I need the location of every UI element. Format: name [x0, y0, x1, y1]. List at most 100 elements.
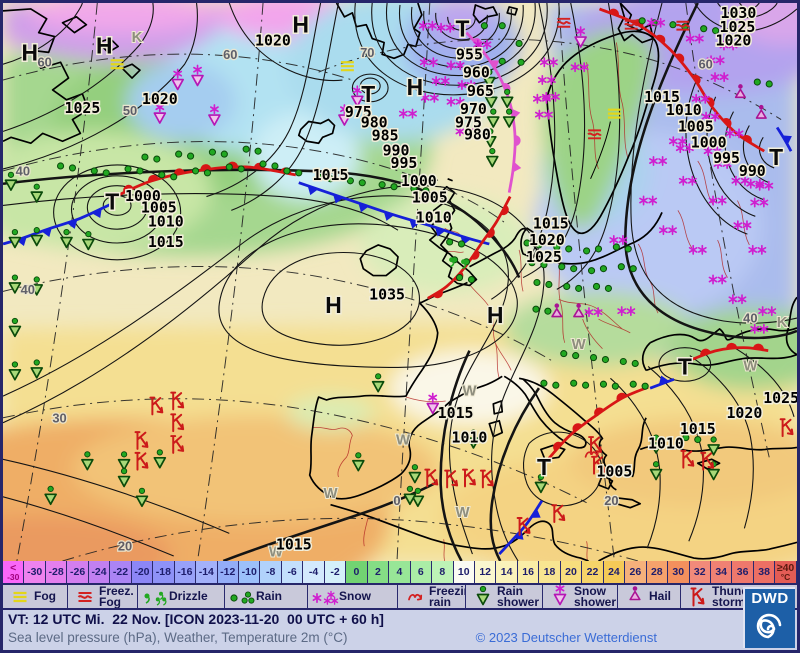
legend-item-fog: Fog	[3, 585, 68, 608]
wx-symbol-rain	[638, 17, 646, 25]
front-marker	[358, 203, 369, 213]
wx-symbol-rain	[457, 240, 466, 248]
pressure-label: 1020	[529, 231, 565, 249]
wx-symbol-rain	[498, 57, 506, 65]
wx-symbol-rain	[517, 58, 525, 66]
front-marker	[726, 342, 738, 349]
wx-symbol-rain	[540, 379, 548, 387]
front-marker	[383, 211, 395, 221]
pressure-center: T	[537, 454, 551, 480]
scale-cell: < -30	[3, 561, 25, 583]
pressure-label: 1020	[726, 404, 762, 422]
front-marker	[594, 407, 605, 417]
wx-symbol-rain	[565, 245, 573, 253]
front-marker	[752, 343, 764, 350]
pressure-label: 995	[391, 154, 418, 172]
wx-symbol-rain	[560, 350, 568, 358]
graticule-label: 0	[393, 493, 400, 508]
wx-symbol-rain	[552, 381, 560, 389]
pressure-label: 1025	[64, 99, 100, 117]
dwd-spiral-icon	[756, 613, 782, 639]
wx-symbol-rain	[170, 173, 178, 181]
scale-cell: 26	[625, 561, 647, 583]
front-marker	[41, 227, 52, 238]
front-marker	[655, 34, 666, 44]
front-marker	[722, 117, 732, 128]
pressure-label: 1000	[125, 187, 161, 205]
scale-cell: 14	[496, 561, 518, 583]
front-cold	[649, 377, 675, 390]
pressure-label: 1025	[526, 248, 562, 266]
front-marker	[553, 441, 563, 452]
front-marker	[409, 219, 420, 229]
wx-symbol-rain	[358, 179, 366, 187]
country-borders	[312, 42, 750, 561]
pressure-label: 960	[463, 63, 490, 81]
hail-icon	[629, 585, 641, 600]
wx-symbol-rain	[619, 357, 627, 366]
pressure-label: 1020	[142, 90, 178, 108]
wx-symbol-rain	[765, 80, 773, 88]
front-marker	[741, 135, 752, 144]
pressure-label: 985	[372, 127, 399, 145]
wx-symbol-rain	[533, 278, 541, 287]
isobars	[3, 3, 797, 561]
wx-symbol-rain	[669, 21, 677, 29]
pressure-label: 975	[345, 103, 372, 121]
wx-symbol-rain	[572, 352, 580, 360]
pressure-label: 1010	[416, 209, 452, 227]
pressure-label: 1015	[533, 214, 569, 232]
graticule-label: 30	[52, 410, 66, 425]
parameter-line: Sea level pressure (hPa), Weather, Tempe…	[3, 629, 797, 650]
legend-label: Snow	[339, 589, 371, 604]
legend-label: Rain shower	[497, 585, 540, 608]
pressure-label: 990	[739, 162, 766, 180]
wx-symbol-rain	[378, 181, 386, 189]
legend-item-drizzle: Drizzle	[138, 585, 225, 608]
pressure-center: H	[293, 12, 309, 38]
wx-symbol-rain	[599, 265, 608, 273]
airmass-label: K	[777, 315, 788, 331]
scale-cell: -6	[281, 561, 304, 583]
front-marker	[435, 227, 446, 237]
pressure-label: 1020	[255, 32, 291, 50]
wx-symbol-rain	[56, 162, 65, 170]
airmass-label: W	[323, 486, 337, 502]
scale-cell: -8	[260, 561, 282, 583]
graticule-label: 60	[38, 55, 52, 70]
front-marker	[692, 74, 701, 85]
wx-symbol-rain	[295, 169, 303, 177]
scale-cell: -28	[45, 561, 68, 583]
front-marker	[489, 60, 500, 70]
scale-cell: 24	[603, 561, 626, 583]
pressure-center: T	[769, 144, 783, 170]
pressure-label: 1015	[148, 233, 184, 251]
parameter-text: Sea level pressure (hPa), Weather, Tempe…	[8, 630, 348, 645]
valid-time-text: VT: 12 UTC Mi. 22 Nov. [ICON 2023-11-20 …	[8, 611, 384, 627]
wx-symbol-rain	[582, 381, 590, 389]
front-marker	[432, 289, 443, 299]
wx-symbol-rain	[563, 282, 571, 291]
wx-symbol-rain	[700, 25, 708, 33]
wx-symbol-rain	[467, 275, 476, 284]
wx-symbol-rain	[158, 171, 166, 179]
rain-icon	[228, 585, 256, 608]
pressure-label: 1000	[401, 172, 437, 190]
scale-cell: 28	[646, 561, 669, 583]
weather-symbol-legend: Fog Freez.Fog Drizzle Rain Snow Freezingrain R…	[3, 585, 797, 610]
scale-cell: -26	[67, 561, 89, 583]
freezing-rain-icon	[408, 593, 423, 600]
front-marker	[572, 423, 583, 433]
wx-symbol-rain	[629, 265, 637, 273]
legend-label: Freezingrain	[429, 585, 465, 608]
scale-cell: 0	[346, 561, 368, 583]
wx-symbol-rain	[446, 238, 454, 246]
front-marker	[700, 348, 711, 356]
thunderstorm-icon	[690, 587, 705, 606]
wx-symbol-rain	[259, 160, 267, 168]
pressure-label: 1020	[716, 32, 752, 50]
wx-symbol-rain	[599, 380, 608, 388]
front-marker	[67, 219, 78, 229]
